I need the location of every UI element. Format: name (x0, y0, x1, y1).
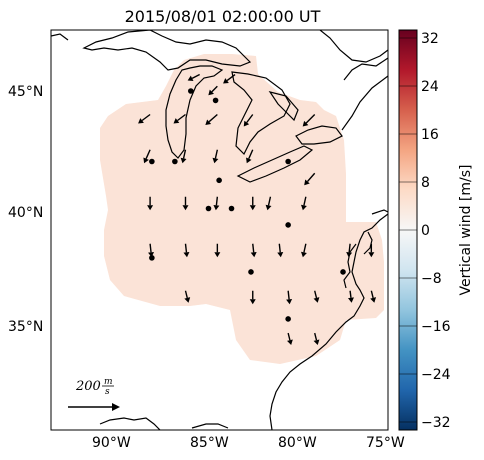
georgian-bay-outline (268, 91, 299, 122)
colorbar-tick-label: 8 (421, 175, 430, 191)
station-dot (188, 88, 194, 94)
wind-arrow (182, 196, 189, 211)
vertical-wind-region (100, 54, 384, 364)
wind-arrow (205, 113, 218, 125)
lake-huron-outline (231, 71, 291, 156)
wind-arrow (348, 290, 354, 303)
wind-arrow (250, 243, 257, 258)
reference-arrow-unit-denominator: s (105, 387, 110, 397)
wind-arrows-layer (138, 73, 377, 346)
wind-arrow (304, 172, 316, 186)
wind-arrow (368, 243, 375, 258)
station-dot (285, 316, 291, 322)
wind-arrow (249, 196, 256, 211)
station-dot (172, 158, 178, 165)
lake-ontario-outline (295, 125, 343, 145)
wind-arrow (302, 114, 316, 127)
wind-arrow (301, 243, 307, 258)
station-dot (228, 205, 235, 212)
colorbar-tick-label: −24 (421, 367, 451, 383)
wind-arrow (370, 290, 377, 303)
reference-arrow-unit-numerator: m (104, 377, 113, 387)
wind-arrow (249, 290, 256, 305)
lon-tick-85w: 85°W (190, 435, 229, 451)
wind-arrow (187, 73, 200, 81)
lat-tick-35: 35°N (8, 319, 43, 335)
wind-arrow (138, 113, 151, 124)
colorbar-tick-label: −8 (421, 271, 442, 287)
colorbar-tick-label: 32 (421, 31, 439, 47)
wind-arrow (173, 113, 186, 124)
wind-arrow (265, 196, 272, 211)
lat-axis: 45°N 40°N 35°N (8, 84, 43, 335)
station-dot (149, 255, 155, 261)
wind-arrow (301, 196, 307, 211)
reference-arrow: 200 m s (68, 377, 120, 411)
map-frame (50, 29, 389, 431)
wind-arrow (214, 243, 221, 258)
wind-arrow (277, 243, 284, 258)
station-dot (285, 222, 291, 228)
st-lawrence-outline (341, 75, 388, 131)
lon-tick-80w: 80°W (278, 435, 317, 451)
lon-axis: 90°W 85°W 80°W 75°W (92, 435, 405, 451)
wind-arrow (208, 85, 218, 96)
station-dot (248, 269, 254, 275)
wind-arrow (213, 196, 220, 211)
chesapeake-bay (343, 243, 357, 289)
lon-tick-90w: 90°W (92, 435, 131, 451)
atlantic-coast (269, 213, 388, 430)
lake-superior-outline (82, 30, 252, 71)
station-dot (212, 97, 219, 104)
lake-winnipeg-fragment (51, 33, 69, 41)
map-title: 2015/08/01 02:00:00 UT (124, 7, 321, 26)
wind-arrow (183, 243, 190, 258)
lake-michigan-outline (165, 65, 224, 159)
wind-arrow (346, 243, 353, 258)
wind-arrow (246, 149, 254, 164)
lat-tick-40: 40°N (8, 205, 43, 221)
colorbar-tick-label: 24 (421, 79, 439, 95)
vertical-wind-field (100, 54, 384, 364)
station-dot (285, 158, 291, 165)
station-dot (205, 205, 212, 212)
wind-arrow (147, 196, 154, 211)
reference-arrow-head (112, 403, 120, 411)
wind-arrow (212, 149, 219, 164)
stations-layer (149, 88, 346, 322)
lake-erie-outline (236, 145, 314, 183)
wind-arrow (180, 149, 187, 164)
wind-arrow (287, 332, 293, 346)
wind-arrow (143, 149, 151, 164)
colorbar-label: Vertical wind [m/s] (458, 165, 474, 296)
wind-arrow (184, 290, 191, 303)
northeast-coast (343, 57, 388, 81)
wind-arrow (313, 290, 320, 303)
station-dot (340, 269, 346, 275)
wind-arrow (313, 332, 320, 346)
colorbar-tick-label: 0 (421, 223, 430, 239)
wind-arrow (148, 243, 155, 258)
florida-panhandle (191, 423, 229, 429)
wind-arrow (223, 73, 236, 84)
station-dot (149, 158, 155, 165)
coastlines (51, 30, 388, 430)
reference-arrow-value: 200 (75, 379, 101, 394)
colorbar-tick-label: −32 (421, 415, 451, 431)
long-island (371, 209, 388, 215)
colorbar: 32 24 16 8 0 −8 −16 −24 −32 Vertical wind [m/s] (398, 29, 474, 431)
lat-tick-45: 45°N (8, 84, 43, 100)
colorbar-tick-label: −16 (421, 319, 451, 335)
station-dot (216, 177, 222, 184)
lon-tick-75w: 75°W (366, 435, 405, 451)
colorbar-tick-label: 16 (421, 127, 439, 143)
gulf-coast (99, 417, 161, 430)
wind-arrow (286, 290, 293, 305)
quebec-coast (319, 30, 388, 63)
wind-arrow (243, 114, 254, 127)
